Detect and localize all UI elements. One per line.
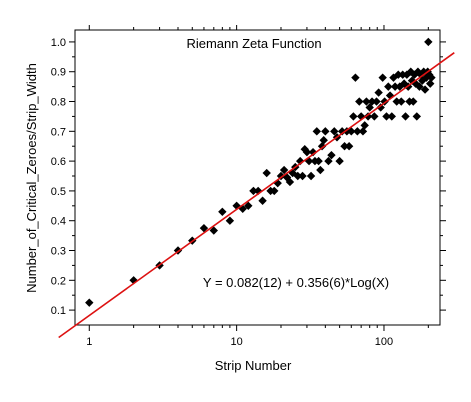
y-tick-label: 0.9 [51,67,66,79]
data-point [424,37,433,47]
data-point [413,67,423,76]
data-point [415,82,424,91]
data-point [308,147,318,157]
data-point [335,156,344,166]
x-tick-label: 1 [86,336,92,348]
data-point [270,186,279,196]
data-point [225,216,235,225]
data-point [390,82,400,91]
data-point [321,127,330,136]
data-point [314,156,323,166]
data-point [394,70,403,79]
data-point [209,226,219,235]
x-tick-label: 100 [375,336,393,348]
data-point [370,112,379,121]
data-point [355,97,364,106]
data-point [302,147,312,157]
data-point [397,97,406,106]
data-point [362,97,371,106]
data-point [401,112,410,121]
data-point [427,73,436,82]
data-point [85,298,94,307]
data-point [317,142,327,151]
data-point [353,127,362,136]
data-point [306,171,316,181]
x-tick-label: 10 [231,336,243,348]
data-point [378,73,387,82]
data-point [285,177,295,187]
data-point [304,156,314,166]
data-point [412,112,421,121]
data-point [312,127,321,136]
data-point [327,150,336,160]
data-point [367,97,377,106]
data-point [293,171,302,181]
data-point [258,196,267,205]
data-point [244,201,253,211]
data-point [376,103,385,112]
data-point [372,97,381,106]
plot-frame [74,29,441,326]
data-point [253,186,263,196]
data-point [420,85,430,94]
fit-line [58,52,455,339]
data-point [399,79,409,88]
y-tick-label: 0.3 [51,246,66,258]
data-point [298,171,307,181]
y-tick-label: 0.4 [51,216,66,228]
data-point [392,97,401,106]
y-tick-label: 0.1 [51,305,66,317]
fit-line-group [58,52,455,339]
data-point [409,97,418,106]
data-point [316,165,325,175]
data-point [330,127,339,136]
data-point [218,207,227,216]
y-axis-title: Number_of_Critical_Zeroes/Strip_Width [24,63,39,293]
data-point [249,186,258,196]
data-point [384,82,393,91]
data-point [199,223,209,233]
data-point [374,88,383,97]
data-point [349,112,358,121]
data-point [324,156,333,166]
axis-ticks: 1 10 100 0.1 0.2 0.3 0.4 0.5 0.6 0.7 0.8 0.9 1.0 [51,25,446,348]
data-point [395,82,404,91]
data-point [358,127,368,136]
data-point [351,73,360,82]
y-tick-label: 0.8 [51,97,66,109]
data-point [426,79,435,88]
y-tick-label: 0.6 [51,156,66,168]
y-tick-label: 0.5 [51,186,66,198]
data-point [337,127,347,136]
fit-equation-annotation: Y = 0.082(12) + 0.356(6)*Log(X) [203,275,389,290]
data-point [319,136,328,145]
data-point [387,112,396,121]
data-point [276,171,286,181]
y-tick-label: 0.2 [51,275,66,287]
y-tick-label: 0.7 [51,126,66,138]
data-point [295,156,305,166]
data-points [85,37,436,307]
data-point [344,142,354,151]
data-point [360,121,369,130]
data-point [279,165,289,175]
data-point [262,168,271,178]
x-axis-title: Strip Number [215,358,292,373]
data-point [382,112,391,121]
data-point [340,142,349,151]
data-point [363,112,373,121]
y-tick-label: 1.0 [51,37,66,49]
chart-title: Riemann Zeta Function [186,36,321,51]
data-point [356,112,366,121]
